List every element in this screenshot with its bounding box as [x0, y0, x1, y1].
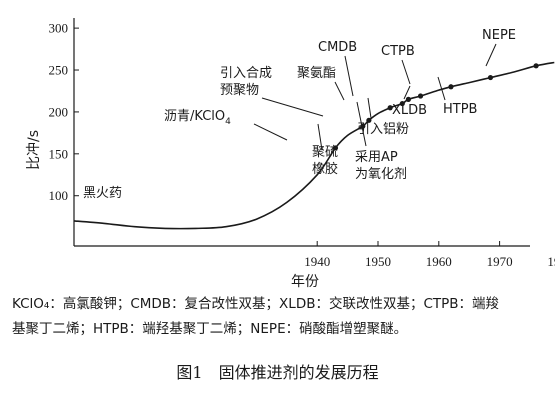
annotation-leader — [253, 123, 288, 141]
note-line-1: KClO₄：高氯酸钾；CMDB：复合改性双基；XLDB：交联改性双基；CTPB：… — [12, 296, 500, 312]
annotation-leader — [367, 97, 372, 119]
annotation-label: 引入合成 — [220, 66, 272, 81]
data-point — [405, 96, 411, 102]
data-point — [332, 145, 339, 151]
annotation-subscript: 4 — [225, 117, 231, 127]
x-tick-label: 1980 — [547, 254, 555, 269]
legend-note: KClO₄：高氯酸钾；CMDB：复合改性双基；XLDB：交联改性双基；CTPB：… — [12, 292, 548, 342]
annotation-label: 为氧化剂 — [355, 167, 407, 182]
annotation-label: 橡胶 — [312, 161, 338, 177]
annotation-leader — [317, 123, 323, 151]
x-tick-label: 1940 — [304, 254, 330, 269]
data-point — [533, 63, 539, 69]
y-tick-label: 300 — [49, 21, 69, 36]
data-point — [360, 123, 366, 129]
annotation-label: CTPB — [381, 44, 415, 59]
chart: 100 150 200 250 300 1940 1950 1960 1970 1980 黑火药… — [26, 18, 555, 290]
y-tick-label: 250 — [49, 63, 69, 78]
annotation-leader — [401, 59, 411, 85]
figure-caption: 图1 固体推进剂的发展历程 — [176, 363, 379, 382]
y-tick-label: 150 — [49, 146, 69, 161]
annotation-label: CMDB — [318, 40, 357, 55]
annotation-label: XLDB — [392, 103, 427, 118]
x-tick-label: 1950 — [365, 254, 391, 269]
annotation-leader — [334, 81, 345, 101]
annotation-text: 沥青/KClO — [164, 109, 225, 124]
x-axis-title: 年份 — [291, 274, 319, 290]
axes — [73, 18, 530, 247]
data-point — [417, 93, 424, 99]
y-tick-label: 200 — [49, 104, 69, 119]
data-point — [399, 100, 405, 107]
x-tick-label: 1970 — [487, 254, 513, 269]
x-tick-label: 1960 — [426, 254, 452, 269]
annotation-leader — [485, 43, 497, 67]
data-points — [332, 63, 539, 151]
annotation-label: 聚硫 — [312, 145, 338, 160]
annotation-label: 引入铝粉 — [357, 122, 409, 137]
annotation-leader — [403, 85, 411, 100]
annotation-leader — [437, 76, 446, 101]
data-point — [387, 105, 393, 111]
annotation-label: 沥青/KClO4 — [164, 109, 231, 127]
x-axis-ticks: 1940 1950 1960 1970 1980 — [304, 241, 555, 269]
data-point — [448, 84, 454, 90]
annotation-leaders — [253, 43, 497, 151]
y-axis-ticks: 100 150 200 250 300 — [49, 21, 79, 203]
data-point — [487, 74, 494, 81]
y-tick-label: 100 — [49, 188, 69, 203]
annotation-label: HTPB — [443, 102, 477, 117]
note-line-2: 基聚丁二烯；HTPB：端羟基聚丁二烯；NEPE：硝酸酯增塑聚醚。 — [12, 321, 408, 337]
annotation-label: NEPE — [482, 28, 516, 43]
annotation-label: 聚氨酯 — [297, 66, 336, 81]
annotation-leader — [344, 55, 354, 97]
annotation-label: 黑火药 — [83, 186, 122, 201]
annotation-label: 预聚物 — [220, 83, 259, 98]
annotation-label: 采用AP — [355, 150, 398, 165]
data-point — [366, 117, 372, 123]
y-axis-title: 比冲/s — [26, 130, 42, 170]
annotation-leader — [261, 97, 324, 117]
